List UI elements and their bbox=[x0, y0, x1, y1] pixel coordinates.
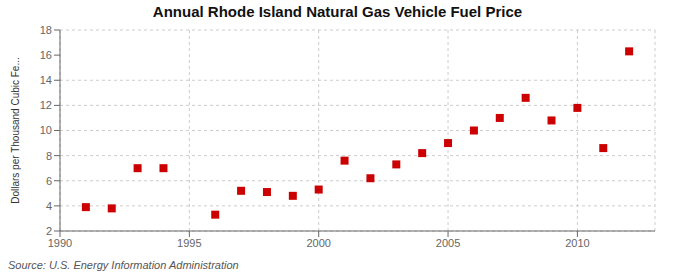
svg-text:4: 4 bbox=[46, 200, 52, 212]
svg-text:2: 2 bbox=[46, 225, 52, 237]
svg-text:2010: 2010 bbox=[565, 237, 589, 249]
svg-text:6: 6 bbox=[46, 175, 52, 187]
svg-text:16: 16 bbox=[40, 49, 52, 61]
svg-text:12: 12 bbox=[40, 99, 52, 111]
svg-text:Dollars per Thousand Cubic Fe.: Dollars per Thousand Cubic Fe... bbox=[10, 57, 21, 204]
svg-text:14: 14 bbox=[40, 74, 52, 86]
svg-text:2000: 2000 bbox=[306, 237, 330, 249]
svg-text:18: 18 bbox=[40, 24, 52, 36]
svg-text:8: 8 bbox=[46, 150, 52, 162]
html-text:Annual Rhode Island Natural Ga: Annual Rhode Island Natural Gas Vehicle … bbox=[152, 3, 523, 20]
svg-text:1990: 1990 bbox=[48, 237, 72, 249]
svg-text:1995: 1995 bbox=[177, 237, 201, 249]
html-text:Source: U.S. Energy Informatio: Source: U.S. Energy Information Administ… bbox=[8, 259, 239, 271]
svg-text:2005: 2005 bbox=[436, 237, 460, 249]
svg-text:10: 10 bbox=[40, 124, 52, 136]
